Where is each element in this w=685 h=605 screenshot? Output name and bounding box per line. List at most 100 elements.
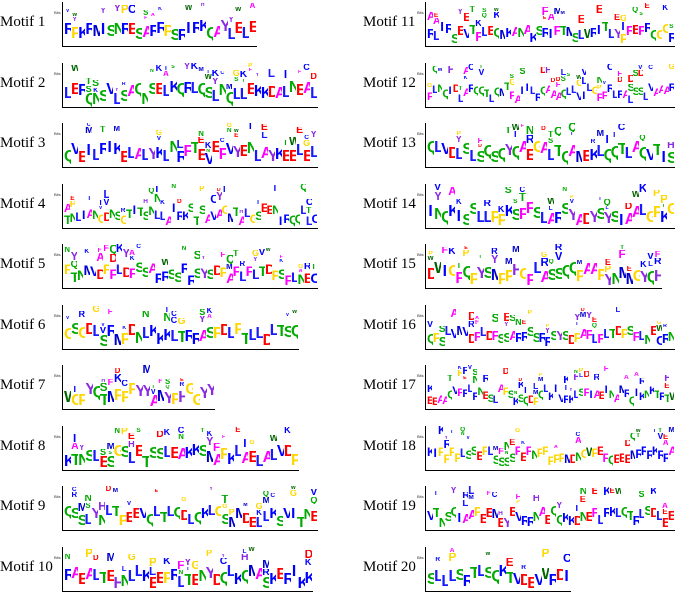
logo-column: R <box>633 486 639 530</box>
residue-glyph: W <box>576 74 582 80</box>
logo-column: N <box>644 365 649 409</box>
residue-glyph: N <box>513 391 518 395</box>
residue-glyph: P <box>64 262 71 278</box>
logo-column: I <box>589 365 594 409</box>
logo-column: S <box>498 305 504 349</box>
residue-glyph: I <box>207 69 209 74</box>
x-axis-line <box>425 288 662 289</box>
residue-glyph: E <box>521 319 527 325</box>
residue-glyph: Q <box>511 144 519 161</box>
logo-column: S <box>462 123 469 167</box>
logo-column: A <box>514 63 519 107</box>
residue-glyph: L <box>127 145 135 162</box>
residue-glyph: I <box>100 21 106 38</box>
logo-column: M <box>456 305 462 349</box>
logo-column: E <box>156 547 163 591</box>
residue-glyph: F <box>128 266 136 282</box>
residue-glyph: L <box>253 148 261 165</box>
residue-glyph: Y <box>639 269 647 286</box>
residue-glyph: K <box>304 558 312 566</box>
logo-column: M <box>575 123 582 167</box>
residue-glyph: S <box>142 208 149 223</box>
residue-glyph: D <box>583 371 589 378</box>
residue-glyph: M <box>512 246 520 253</box>
motif-label: Motif 5 <box>0 256 46 272</box>
logo-column: S <box>456 547 463 591</box>
residue-glyph: A <box>150 13 155 17</box>
residue-glyph: W <box>289 137 297 146</box>
residue-glyph: A <box>442 395 448 407</box>
residue-glyph: Q <box>294 211 301 226</box>
residue-glyph: D <box>520 571 528 589</box>
residue-glyph: N <box>76 268 84 284</box>
residue-glyph: L <box>141 147 149 164</box>
residue-glyph: E <box>99 455 107 470</box>
motif-label: Motif 6 <box>0 316 46 333</box>
logo-column: L <box>530 63 535 107</box>
residue-glyph: K <box>650 488 657 496</box>
logo-column: E <box>582 123 589 167</box>
residue-glyph: C <box>219 138 225 143</box>
residue-glyph: H <box>532 495 539 503</box>
residue-glyph: A <box>663 84 669 97</box>
residue-glyph: P <box>541 548 549 558</box>
residue-glyph: Q <box>447 389 453 401</box>
residue-glyph: P <box>113 387 122 404</box>
sequence-logo: Bits V G S R G D G L V V S F R M K P D N N L K K I N K C C L G T R R S Y A K… <box>54 303 299 355</box>
sequence-logo: Bits A T E P N L I I A N I V G L V D N S R G T I T H S Q N I N L K L A N I D… <box>54 182 318 234</box>
residue-glyph: A <box>262 448 270 466</box>
residue-glyph: H <box>200 3 205 7</box>
logo-column: S <box>451 2 457 46</box>
y-axis-title: Bits <box>54 70 61 76</box>
residue-glyph: P <box>291 451 298 469</box>
residue-glyph: A <box>177 445 185 463</box>
residue-glyph: M <box>560 11 565 15</box>
residue-glyph: R <box>462 367 468 376</box>
residue-glyph: M <box>205 448 213 466</box>
residue-glyph: L <box>547 147 555 164</box>
logo-column: R <box>535 63 540 107</box>
residue-glyph: L <box>578 373 583 378</box>
residue-glyph: N <box>206 149 211 153</box>
logo-column: F <box>526 426 531 470</box>
residue-glyph: F <box>553 23 560 38</box>
logo-column: I <box>427 184 434 228</box>
residue-glyph: Y <box>253 257 258 262</box>
logo-column: E <box>545 486 551 530</box>
residue-glyph: I <box>564 567 569 585</box>
residue-glyph: D <box>105 486 112 492</box>
residue-glyph: C <box>86 123 91 127</box>
residue-glyph: S <box>638 491 645 498</box>
residue-glyph: T <box>85 77 92 86</box>
logo-column: P <box>537 426 542 470</box>
residue-glyph: L <box>269 446 277 464</box>
residue-glyph: Q <box>561 149 569 166</box>
residue-glyph: Y <box>603 209 611 227</box>
residue-glyph: M <box>498 86 505 99</box>
logo-column: N <box>644 305 650 349</box>
logo-column: T <box>470 547 477 591</box>
residue-glyph: K <box>227 450 235 468</box>
residue-glyph: R <box>462 492 469 500</box>
residue-glyph: F <box>509 89 515 102</box>
residue-glyph: S <box>566 72 571 77</box>
residue-glyph: A <box>518 139 526 156</box>
residue-glyph: V <box>204 153 212 167</box>
residue-glyph: P <box>542 443 548 458</box>
